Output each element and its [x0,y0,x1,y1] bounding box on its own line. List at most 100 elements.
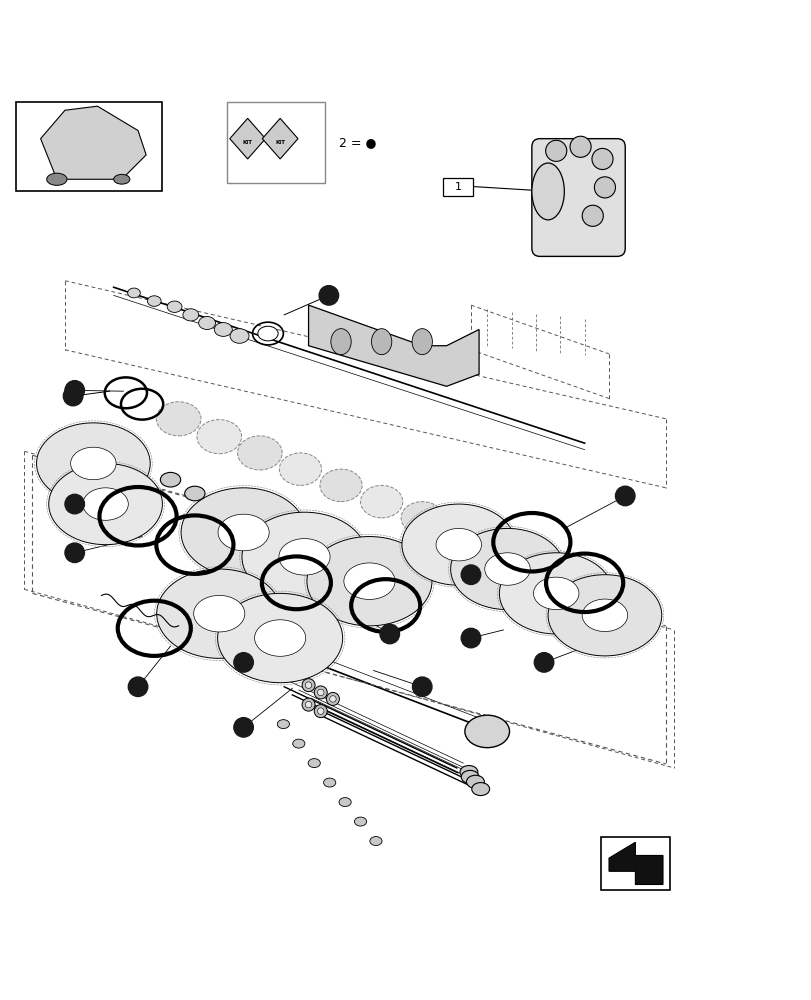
Circle shape [317,708,324,714]
Circle shape [234,718,253,737]
FancyBboxPatch shape [531,139,624,256]
Circle shape [128,677,148,697]
Text: KIT: KIT [242,140,252,145]
Circle shape [65,494,84,514]
Ellipse shape [160,472,180,487]
Bar [227,102,324,183]
Text: 1: 1 [454,182,461,192]
Ellipse shape [254,620,305,656]
Ellipse shape [308,759,320,768]
Circle shape [461,628,480,648]
Circle shape [63,386,83,406]
Polygon shape [230,118,265,159]
Circle shape [615,486,634,506]
Polygon shape [308,305,478,386]
Ellipse shape [279,453,321,485]
Ellipse shape [83,488,128,520]
Ellipse shape [36,423,150,504]
Ellipse shape [531,163,564,220]
Ellipse shape [369,837,381,846]
Ellipse shape [71,447,116,480]
Bar [16,102,162,191]
Ellipse shape [184,486,204,501]
Ellipse shape [533,577,578,610]
Ellipse shape [401,502,443,534]
Circle shape [314,686,327,699]
Ellipse shape [199,316,215,329]
Ellipse shape [193,595,245,632]
Ellipse shape [277,720,289,729]
Ellipse shape [292,739,304,748]
Ellipse shape [581,599,627,632]
Ellipse shape [464,715,508,748]
Bar [600,837,669,890]
Ellipse shape [279,539,329,575]
Ellipse shape [157,569,281,658]
Ellipse shape [237,436,281,470]
Circle shape [319,286,338,305]
Circle shape [461,565,480,584]
Ellipse shape [307,537,431,626]
Ellipse shape [214,323,232,336]
Text: KIT: KIT [275,140,285,145]
Circle shape [412,677,431,697]
Circle shape [594,177,615,198]
Ellipse shape [114,174,130,184]
Ellipse shape [167,301,182,312]
Polygon shape [262,118,298,159]
Ellipse shape [323,778,335,787]
Ellipse shape [461,770,478,783]
Ellipse shape [181,488,306,577]
Circle shape [545,140,566,161]
Ellipse shape [484,553,530,585]
Ellipse shape [196,420,242,454]
Ellipse shape [360,485,402,518]
Circle shape [65,381,84,400]
Ellipse shape [499,553,612,634]
Ellipse shape [217,514,268,551]
Ellipse shape [339,798,350,807]
Polygon shape [41,106,146,179]
Ellipse shape [182,309,199,321]
Circle shape [380,624,399,644]
Ellipse shape [217,593,342,683]
Circle shape [591,148,612,170]
Ellipse shape [471,783,489,796]
Ellipse shape [411,329,431,355]
Circle shape [326,692,339,705]
Circle shape [581,205,603,226]
Ellipse shape [127,288,140,298]
Ellipse shape [156,402,200,436]
Polygon shape [608,842,662,884]
Circle shape [302,698,315,711]
Ellipse shape [258,326,277,341]
Circle shape [305,701,311,708]
Ellipse shape [331,329,350,355]
Ellipse shape [401,504,515,585]
Circle shape [317,689,324,696]
Ellipse shape [354,817,366,826]
Ellipse shape [230,329,249,343]
Circle shape [65,543,84,563]
Ellipse shape [49,463,162,545]
Ellipse shape [371,329,391,355]
Ellipse shape [459,766,477,779]
Ellipse shape [320,469,362,502]
Circle shape [305,682,311,688]
Text: 2 = ●: 2 = ● [338,136,375,149]
Circle shape [569,136,590,157]
Ellipse shape [344,563,395,599]
Ellipse shape [547,575,661,656]
Circle shape [329,696,336,702]
Circle shape [314,705,327,718]
Ellipse shape [436,528,481,561]
Circle shape [234,653,253,672]
Ellipse shape [148,296,161,306]
Ellipse shape [242,512,367,601]
Bar [442,178,473,196]
Circle shape [534,653,553,672]
Ellipse shape [466,775,483,788]
Ellipse shape [450,528,564,610]
Ellipse shape [47,173,67,185]
Circle shape [302,679,315,692]
